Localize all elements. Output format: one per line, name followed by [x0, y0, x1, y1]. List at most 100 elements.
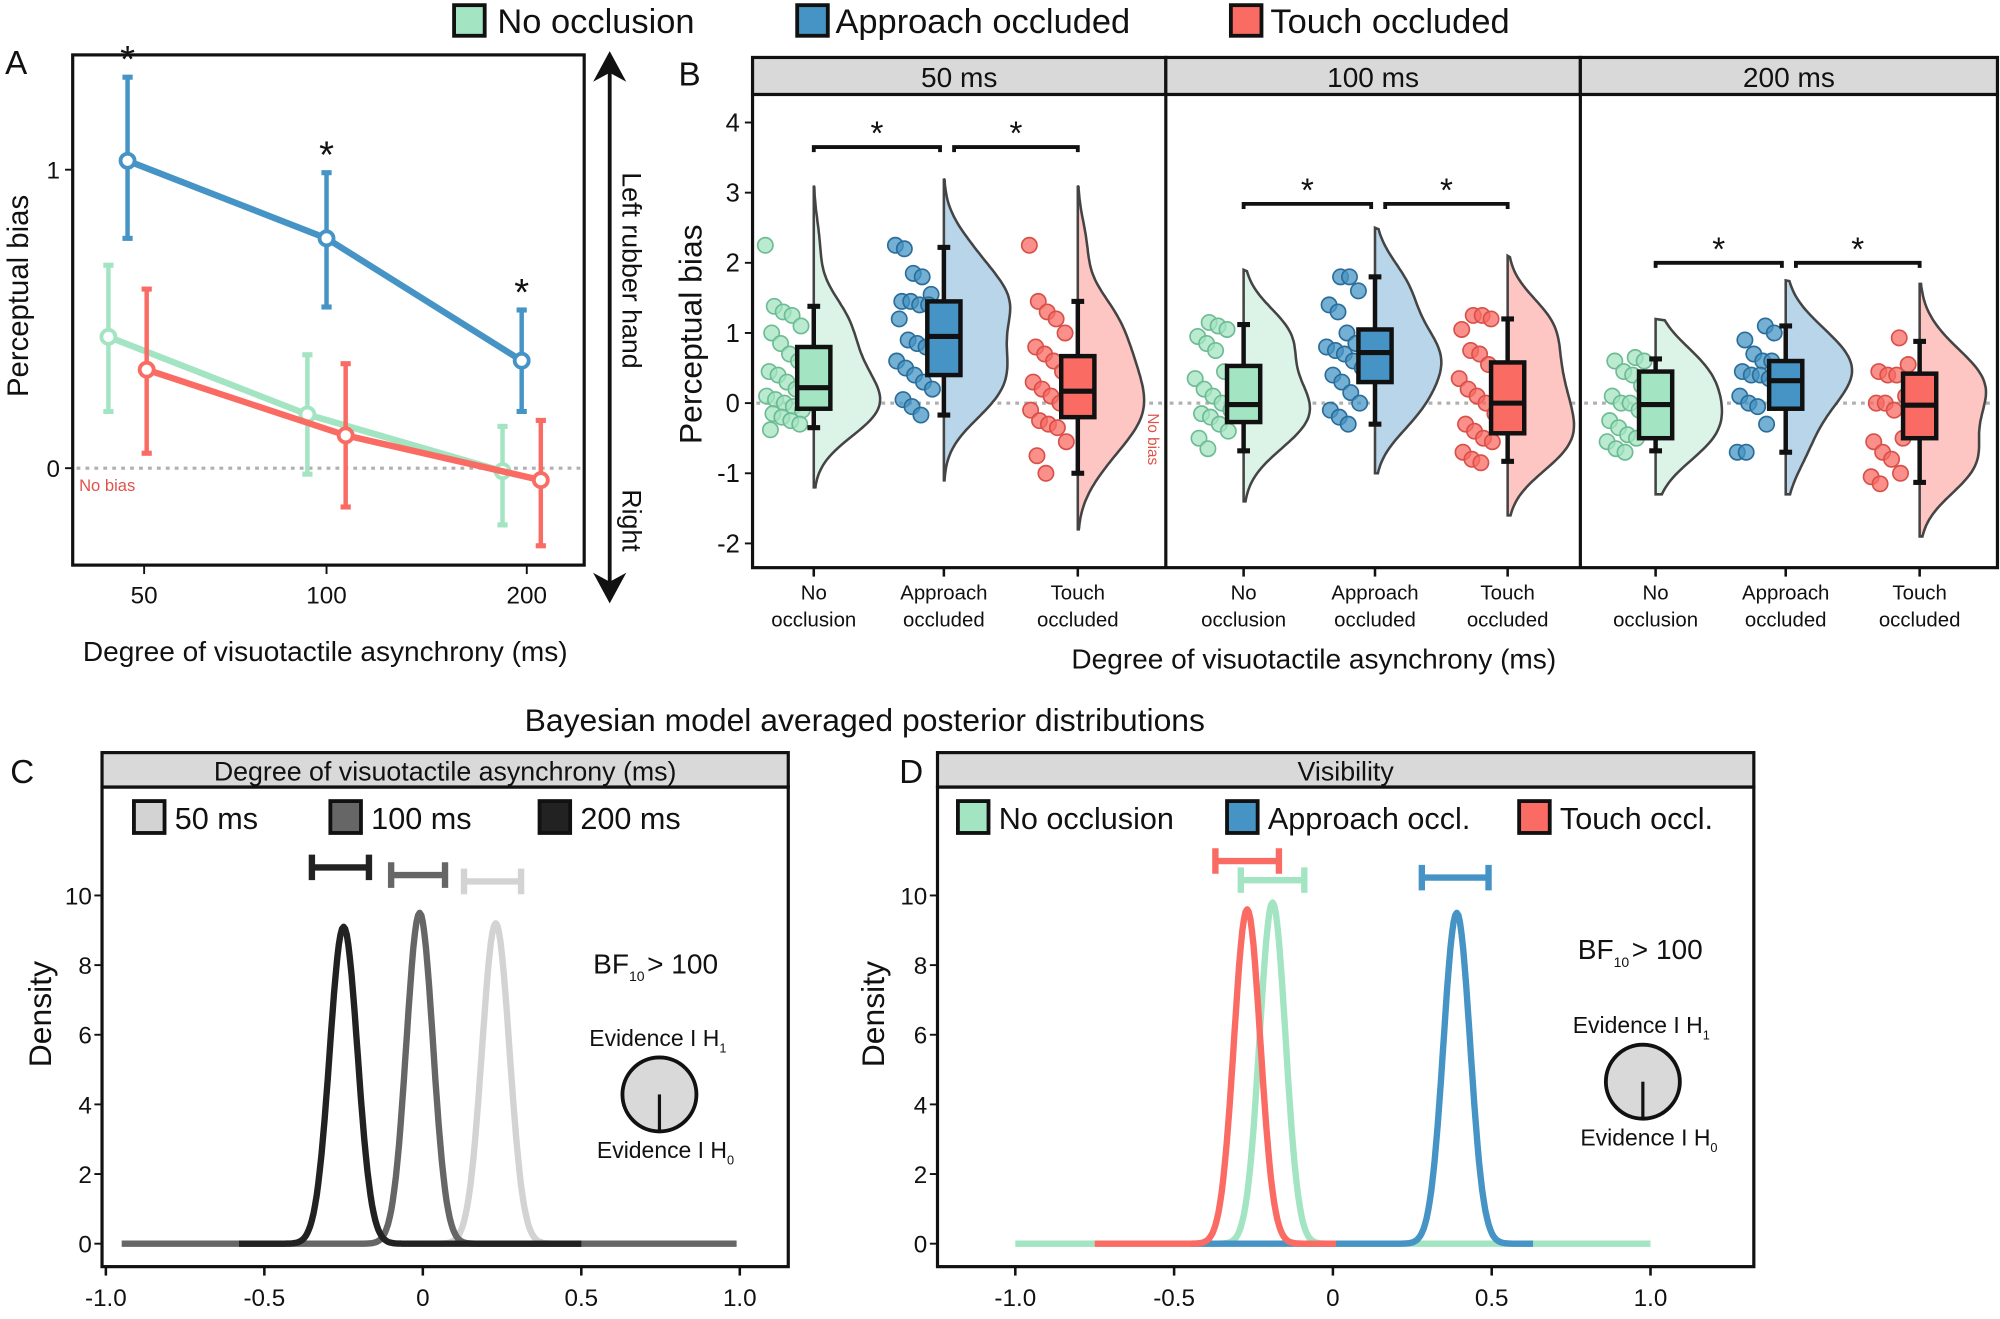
data-point-no-occlusion	[792, 317, 810, 335]
y-tick-label: 4	[914, 1092, 927, 1119]
x-tick-label: occluded	[1879, 609, 1961, 631]
panel-c-letter: C	[10, 754, 34, 791]
panel-c-frame	[100, 785, 790, 1269]
significance-star: *	[1440, 172, 1453, 209]
x-tick-label: Approach	[900, 583, 987, 605]
x-tick-label: 0.5	[564, 1285, 598, 1312]
x-tick-label: -1.0	[85, 1285, 127, 1312]
x-tick-label: No	[1643, 583, 1669, 605]
data-point-no-occlusion	[1218, 320, 1236, 338]
panel-a-no-bias-label: No bias	[79, 476, 135, 495]
data-point-no-occlusion	[761, 421, 779, 439]
x-tick-label: Touch	[1480, 583, 1534, 605]
box-touch-occluded	[1488, 360, 1527, 436]
data-point-approach-occluded	[895, 240, 913, 258]
y-tick-label: 3	[726, 180, 740, 208]
data-point-touch-occluded	[1028, 447, 1046, 465]
x-tick-label: No	[801, 583, 827, 605]
data-point-no-occlusion	[1219, 422, 1237, 440]
data-point-approach-occluded	[912, 406, 930, 424]
data-point-touch-occluded	[1883, 450, 1901, 468]
significance-bracket	[1383, 201, 1510, 209]
significance-star: *	[1301, 172, 1314, 209]
data-point-approach-occluded	[1749, 398, 1767, 416]
box-approach-occluded	[1766, 358, 1805, 411]
x-tick-label: 100	[306, 582, 346, 609]
credible-interval-50-ms	[460, 868, 525, 895]
facet-strip-label: 200 ms	[1743, 62, 1835, 93]
data-point-touch-occluded	[1037, 464, 1055, 482]
legend-swatch-touch-occluded	[1228, 3, 1264, 38]
density-curve-100-ms	[120, 909, 739, 1247]
facet-strip-label: 100 ms	[1327, 62, 1419, 93]
panel-d-y-axis-title: Density	[855, 961, 891, 1067]
x-tick-label: occluded	[1334, 609, 1416, 631]
density-curve-approach-occl	[1188, 909, 1535, 1247]
facet-strip-200-ms	[1578, 55, 2000, 97]
data-point-approach-occluded	[1758, 415, 1776, 433]
significance-bracket	[1653, 260, 1784, 268]
bayes-factor-label: BF10 > 100	[1578, 934, 1703, 970]
top-legend: No occlusion Approach occluded Touch occ…	[452, 3, 1510, 41]
data-point-touch-occluded	[1020, 236, 1038, 254]
x-tick-label: 0.5	[1475, 1285, 1509, 1312]
panel-a-frame	[71, 53, 586, 567]
legend-swatch-200-ms	[537, 799, 573, 835]
data-point-touch-occluded	[1892, 464, 1909, 482]
panel-b-letter: B	[679, 57, 701, 94]
credible-interval-200-ms	[308, 854, 373, 881]
data-point-no-occlusion	[756, 236, 774, 254]
x-tick-label: 1.0	[1634, 1285, 1668, 1312]
data-point-touch-occluded	[1056, 324, 1074, 342]
x-tick-label: occluded	[1037, 609, 1119, 631]
y-tick-label: 1	[46, 158, 59, 185]
violin-touch-occluded	[1076, 185, 1146, 531]
significance-star: *	[120, 38, 135, 81]
y-tick-label: 0	[46, 456, 59, 483]
legend-label-approach-occl: Approach occl.	[1268, 802, 1470, 836]
credible-interval-no-occlusion	[1237, 867, 1308, 893]
y-tick-label: 2	[914, 1162, 927, 1189]
data-point-approach-occluded	[890, 310, 908, 328]
legend-swatch-approach-occl	[1225, 799, 1260, 835]
significance-bracket	[952, 145, 1080, 153]
violin-approach-occluded	[1373, 225, 1443, 475]
y-tick-label: 0	[914, 1232, 927, 1259]
data-point-no-occlusion	[1616, 443, 1634, 461]
data-point-touch-occluded	[1890, 329, 1908, 347]
data-point-approach-occluded	[1737, 443, 1755, 461]
x-tick-label: occluded	[1467, 609, 1549, 631]
data-point-approach-occluded	[1341, 268, 1358, 286]
x-tick-label: -0.5	[1153, 1285, 1195, 1312]
data-point-approach-occluded	[1351, 394, 1369, 412]
data-point-no-occlusion	[791, 415, 809, 433]
box-no-occlusion	[1224, 363, 1263, 425]
data-point-touch-occluded	[1482, 310, 1500, 328]
panel-b-y-axis-title: Perceptual bias	[673, 224, 709, 444]
panel-a-letter: A	[5, 45, 28, 82]
legend-label-50-ms: 50 ms	[175, 802, 258, 836]
x-tick-label: 50	[131, 582, 158, 609]
panel-d-strip	[935, 751, 1756, 789]
data-point-touch-occluded	[1871, 475, 1889, 493]
data-point-no-occlusion	[1199, 440, 1217, 458]
legend-label-100-ms: 100 ms	[371, 802, 471, 836]
y-tick-label: 10	[900, 883, 927, 910]
x-tick-label: -1.0	[994, 1285, 1036, 1312]
data-point-touch-occluded	[1453, 320, 1471, 338]
legend-swatch-touch-occl	[1517, 799, 1552, 835]
panel-a-x-axis-title: Degree of visuotactile asynchrony (ms)	[83, 636, 568, 667]
y-tick-label: 0	[726, 390, 740, 418]
posterior-section-title: Bayesian model averaged posterior distri…	[525, 702, 1205, 738]
box-touch-occluded	[1058, 353, 1097, 420]
x-tick-label: Touch	[1051, 583, 1105, 605]
evidence-h0-label: Evidence I H0	[1580, 1124, 1717, 1154]
significance-star: *	[1851, 231, 1864, 268]
arrow-up-icon	[593, 51, 627, 82]
box-approach-occluded	[1356, 327, 1394, 385]
credible-interval-approach-occl	[1418, 864, 1492, 891]
significance-star: *	[870, 116, 883, 153]
violin-no-occlusion	[1654, 317, 1724, 496]
y-tick-label: 4	[78, 1092, 91, 1119]
panel-d-strip-label: Visibility	[1298, 757, 1395, 787]
